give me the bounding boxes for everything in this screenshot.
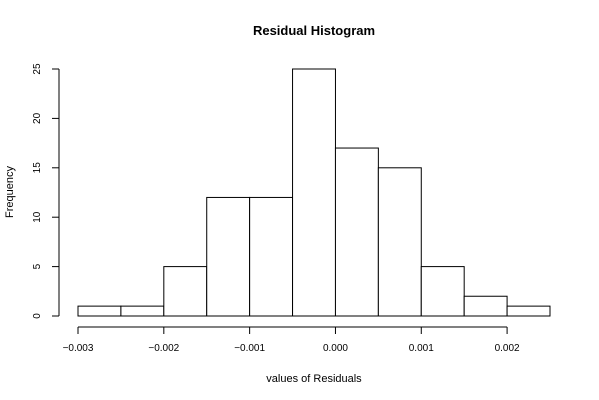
x-tick-label: 0.001 — [409, 343, 434, 354]
x-axis: −0.003 −0.002 −0.001 0.000 0.001 0.002 — [63, 326, 520, 354]
histogram-bar — [120, 305, 165, 317]
x-tick-label: 0.000 — [323, 343, 348, 354]
x-tick-label: −0.003 — [63, 343, 94, 354]
chart-title: Residual Histogram — [253, 23, 375, 38]
y-tick-label: 10 — [32, 211, 43, 223]
y-tick-label: 5 — [32, 263, 43, 269]
bars-group — [77, 68, 551, 317]
histogram-bar — [377, 167, 422, 317]
histogram-bar — [463, 295, 508, 317]
histogram-bar — [77, 305, 122, 317]
histogram-bar — [163, 266, 208, 317]
x-tick-label: 0.002 — [495, 343, 520, 354]
histogram-bar — [334, 147, 379, 317]
y-tick-label: 25 — [32, 63, 43, 75]
y-axis-label: Frequency — [4, 166, 16, 218]
y-tick-label: 15 — [32, 162, 43, 174]
x-tick-label: −0.002 — [148, 343, 179, 354]
histogram-bar — [292, 68, 336, 317]
histogram-bar — [420, 266, 465, 317]
y-axis: 0 5 10 15 20 25 — [32, 63, 60, 319]
histogram-bar — [249, 196, 294, 317]
x-axis-label: values of Residuals — [266, 373, 362, 385]
y-tick-label: 20 — [32, 112, 43, 124]
x-tick-label: −0.001 — [234, 343, 265, 354]
histogram-bar — [206, 196, 251, 317]
y-tick-label: 0 — [32, 313, 43, 319]
histogram-bar — [506, 305, 551, 317]
